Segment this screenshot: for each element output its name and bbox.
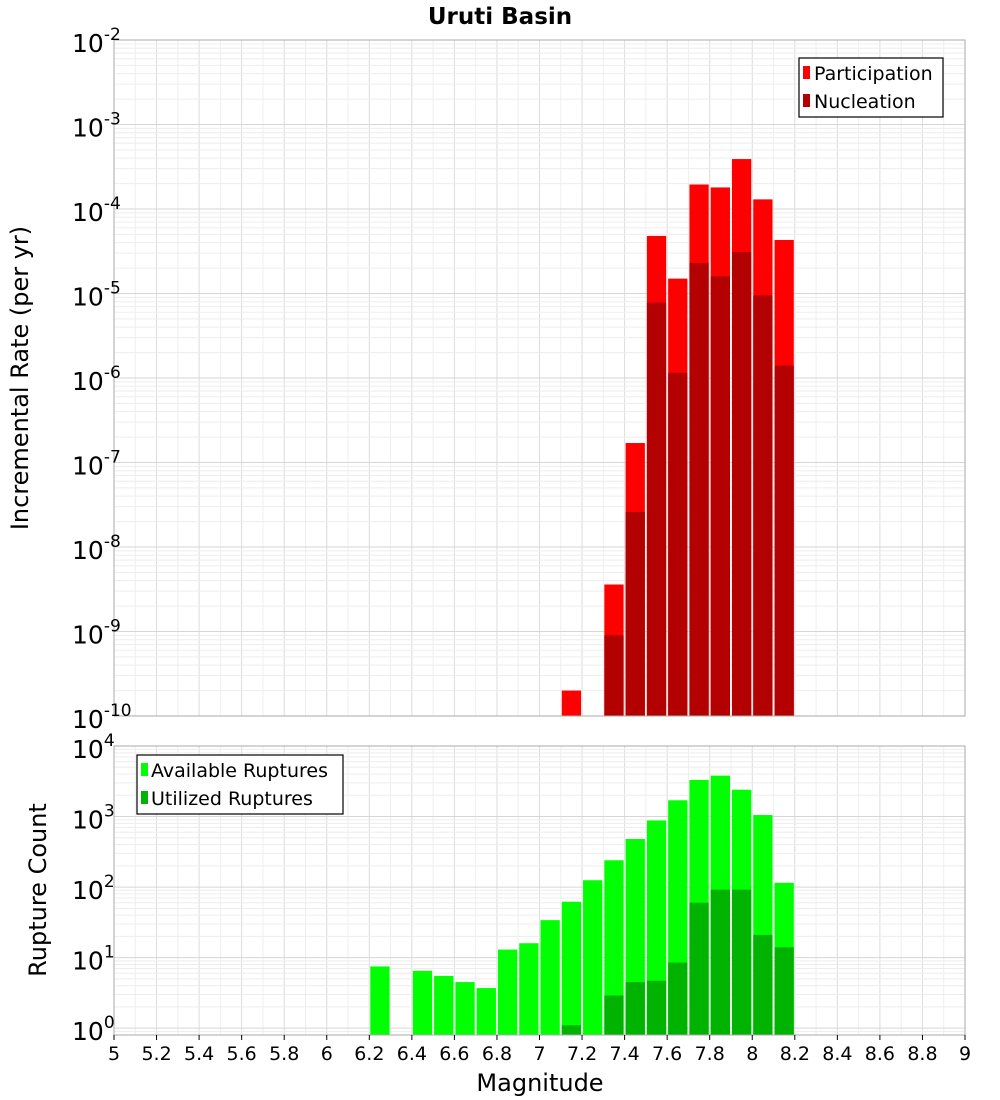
utilized-ruptures-bar [668,962,688,1035]
x-tick-label: 5 [108,1043,120,1065]
x-tick-label: 8.4 [822,1043,852,1065]
available-ruptures-bar [540,920,560,1035]
x-tick-label: 7.2 [567,1043,597,1065]
x-tick-label: 6.4 [397,1043,427,1065]
legend-top: Participation Nucleation [798,57,944,118]
x-tick-label: 6.8 [482,1043,512,1065]
utilized-ruptures-bar [753,934,773,1035]
rupture-count-panel: 104 103 102 101 100 5 5.2 5.4 5.6 5.8 6 6.2 6.4 6.6 6… [24,731,971,1097]
nucleation-bar [625,511,645,716]
x-tick-label: 8 [746,1043,758,1065]
participation-bar [561,690,582,716]
x-tick-label: 6.6 [439,1043,469,1065]
y-ticks-top: 10-2 10-3 10-4 10-5 10-6 10-7 10-8 10-9 10-10 [72,25,132,734]
x-tick-label: 8.2 [780,1043,810,1065]
legend-box-top [798,57,944,118]
grid-top [113,39,966,717]
legend-swatch-utilized [141,791,148,804]
grid-bottom [113,745,966,1036]
bars-bottom [370,775,794,1035]
utilized-ruptures-bar [646,980,667,1035]
y-tick-label: 100 [72,1013,115,1046]
x-tick-label: 7.6 [652,1043,682,1065]
y-tick-label: 10-9 [72,617,121,650]
x-tick-label: 6.2 [354,1043,384,1065]
y-axis-label-top: Incremental Rate (per yr) [6,226,34,530]
y-tick-label: 10-3 [72,110,121,143]
available-ruptures-bar [519,943,539,1035]
y-tick-label: 10-7 [72,448,121,481]
utilized-ruptures-bar [689,902,709,1035]
utilized-ruptures-bar [625,982,645,1035]
x-tick-label: 5.2 [141,1043,171,1065]
chart-title: Uruti Basin [428,4,572,30]
x-tick-label: 7.8 [695,1043,725,1065]
nucleation-bar [731,251,752,717]
nucleation-bar [774,365,794,716]
nucleation-bar [689,262,709,716]
x-tick-label: 7.4 [609,1043,639,1065]
x-axis-label: Magnitude [476,1069,603,1097]
y-ticks-bottom: 104 103 102 101 100 [72,731,115,1046]
nucleation-bar [753,295,773,716]
legend-swatch-available [141,763,148,776]
x-tick-label: 8.6 [865,1043,895,1065]
nucleation-bar [668,372,688,716]
available-ruptures-bar [583,880,603,1035]
y-tick-label: 103 [72,802,115,835]
utilized-ruptures-bar [731,889,752,1035]
y-tick-label: 102 [72,872,115,905]
legend-box-bottom [136,754,344,815]
plot-frame-top [113,39,966,717]
y-tick-label: 104 [72,731,115,764]
x-tick-label: 9 [959,1043,971,1065]
utilized-ruptures-bar [561,1025,582,1035]
x-tick-label: 7 [533,1043,545,1065]
available-ruptures-bar [434,975,454,1035]
available-ruptures-bar [476,988,496,1035]
nucleation-bar [710,276,730,716]
y-tick-label: 10-2 [72,25,121,58]
available-ruptures-bar [604,860,624,1035]
x-tick-label: 5.8 [269,1043,299,1065]
available-ruptures-bar [412,970,433,1035]
participation-nucleation-panel: 10-2 10-3 10-4 10-5 10-6 10-7 10-8 10-9 10-10 In… [6,25,966,734]
legend-label-utilized: Utilized Ruptures [151,788,313,810]
legend-label-available: Available Ruptures [151,760,328,782]
legend-bottom: Available Ruptures Utilized Ruptures [136,754,344,815]
available-ruptures-bar [497,949,518,1035]
y-tick-label: 10-8 [72,532,121,565]
nucleation-bar [646,302,667,716]
x-tick-label: 5.6 [227,1043,257,1065]
utilized-ruptures-bar [774,947,794,1035]
legend-swatch-participation [803,66,810,79]
legend-label-participation: Participation [814,63,933,85]
y-tick-label: 10-6 [72,363,121,396]
x-tick-label: 5.4 [184,1043,214,1065]
x-ticks: 5 5.2 5.4 5.6 5.8 6 6.2 6.4 6.6 6.8 7 7.2 7.4 7.6 7.8 8… [108,1035,971,1065]
y-tick-label: 101 [72,943,115,976]
legend-swatch-nucleation [803,94,810,107]
bars-top [561,159,794,717]
available-ruptures-bar [455,982,475,1035]
y-tick-label: 10-10 [72,701,132,734]
utilized-ruptures-bar [604,995,624,1035]
available-ruptures-bar [370,966,390,1035]
y-tick-label: 10-5 [72,279,121,312]
y-axis-label-bottom: Rupture Count [24,803,52,977]
available-ruptures-bar [561,901,582,1035]
x-tick-label: 6 [321,1043,333,1065]
utilized-ruptures-bar [710,889,730,1035]
nucleation-bar [604,635,624,716]
legend-label-nucleation: Nucleation [814,91,916,113]
y-tick-label: 10-4 [72,194,121,227]
x-tick-label: 8.8 [907,1043,937,1065]
